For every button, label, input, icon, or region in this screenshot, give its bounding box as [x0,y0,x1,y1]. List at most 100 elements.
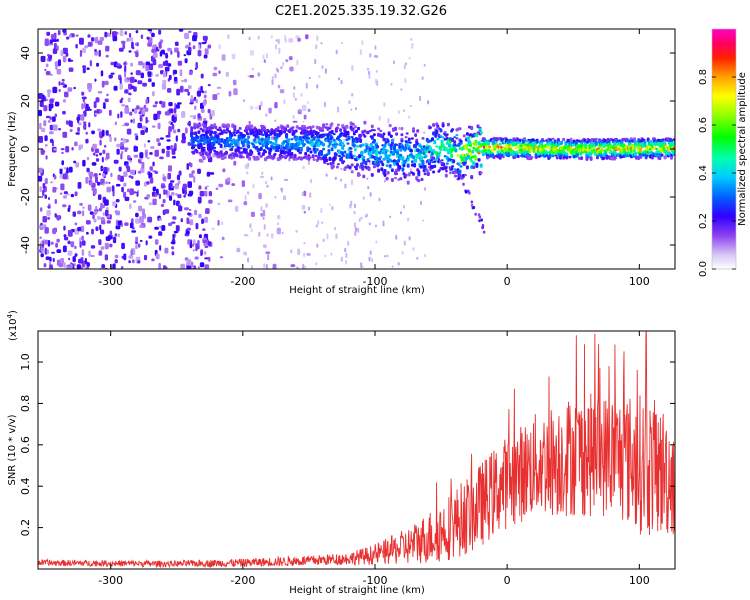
spectrogram-cell [168,182,173,187]
spectrogram-cell [152,161,155,167]
spectrogram-cell [82,65,87,69]
spectrogram-cell [139,117,143,122]
spectrogram-cell [559,155,562,160]
spectrogram-cell [204,186,208,190]
spectrogram-cell [284,178,289,181]
spectrogram-cell [340,256,343,262]
colorbar: 0.0 0.2 0.4 0.6 0.8 Normalized spectral ampl… [698,28,748,277]
spectrogram-cell [131,218,134,224]
spectrogram-cell [67,88,72,92]
spectrogram-cell [535,139,539,144]
spectrogram-cell [412,247,415,251]
spectrogram-cell [316,143,320,147]
spectrogram-cell [280,66,283,70]
spectrogram-cell [76,116,81,121]
spectrogram-cell [303,190,307,197]
spectrogram-cell [206,136,210,139]
colorbar-tick-label: 0.0 [698,261,709,277]
spectrogram-cell [52,86,58,94]
spectrogram-cell [173,69,178,75]
spectrogram-cell [528,153,532,157]
spectrogram-cell [139,216,144,223]
spectrogram-cell [202,146,206,149]
spectrogram-cell [320,207,323,214]
spectrogram-cell [412,155,415,160]
spectrogram-cell [124,107,130,114]
spectrogram-cell [478,128,482,131]
spectrogram-cell [347,241,350,246]
spectrogram-cell [293,86,296,90]
spectrogram-cell [236,129,240,133]
spectrogram-cell [171,246,174,250]
spectrogram-cell [151,32,155,38]
spectrogram-cell [481,226,484,230]
spectrogram-cell [250,211,255,217]
spectrogram-cell [400,127,404,131]
snr-y-ticks: 0.2 0.4 0.6 0.8 1.0 [19,353,675,536]
spectrogram-cell [398,165,402,170]
spectrogram-cell [139,239,143,242]
spectrogram-cell [197,266,200,269]
spectrogram-cell [660,153,664,157]
spectrogram-cell [138,205,142,212]
spectrogram-cell [335,233,338,239]
spectrogram-cell [377,163,381,167]
spectrogram-cell [80,144,83,150]
spectrogram-cell [94,148,100,154]
spectrogram-cell [75,132,80,135]
spectrogram-cell [198,234,202,239]
spectrogram-cell [334,176,337,180]
spectrogram-cell [204,257,210,260]
spectrogram-cell [416,257,419,260]
spectrogram-cell [83,110,87,117]
spectrogram-cell [497,148,501,152]
spectrogram-cell [167,165,172,172]
spectrogram-cell [233,133,237,137]
spectrogram-cell [376,55,379,58]
spectrogram-cell [343,138,346,142]
spectrogram-cell [475,162,479,167]
spectrogram-cell [122,42,126,50]
spectrogram-cell [180,263,186,269]
spectrogram-cell [162,199,166,204]
spectrogram-cell [467,136,470,140]
spectrogram-cell [338,77,340,81]
spectrogram-cell [133,146,138,152]
spectrogram-cell [402,164,406,168]
spectrogram-cell [246,132,249,136]
spectrogram-cell [232,156,236,159]
spectrogram-cell [39,100,44,107]
spectrogram-cell [188,42,191,46]
spectrogram-cell [126,37,130,42]
spectrogram-cell [375,70,378,73]
spectrogram-cell [149,152,153,155]
spectrogram-cell [560,140,563,145]
spectrogram-cell [225,71,229,77]
spectrogram-cell [187,91,190,96]
spectrogram-cell [175,225,180,232]
spectrogram-cell [461,176,464,180]
spectrogram-cell [70,241,75,247]
spectrogram-cell [168,102,173,107]
spectrogram-cell [195,222,199,230]
spectrogram-cell [135,42,138,46]
spectrogram-cell [85,176,89,184]
spectrogram-cell [207,44,212,49]
spectrogram-cell [49,98,54,104]
spectrogram-cell [50,34,56,40]
spectrogram-cell [123,191,127,198]
spectrogram-cell [551,137,555,140]
spectrogram-cell [339,142,343,147]
spectrogram-cell [320,42,323,45]
spectrogram-cell [91,37,95,42]
spectrogram-cell [128,83,133,90]
spectrogram-cell [164,111,170,116]
spectrogram-cell [574,140,578,145]
spectrogram-cell [97,216,101,220]
spectrogram-cell [405,142,409,147]
spectrogram-cell [430,156,433,160]
spectrogram-cell [385,164,389,168]
spectrogram-cell [335,49,338,55]
spectrogram-cell [354,227,357,233]
spectrogram-cell [229,153,233,157]
